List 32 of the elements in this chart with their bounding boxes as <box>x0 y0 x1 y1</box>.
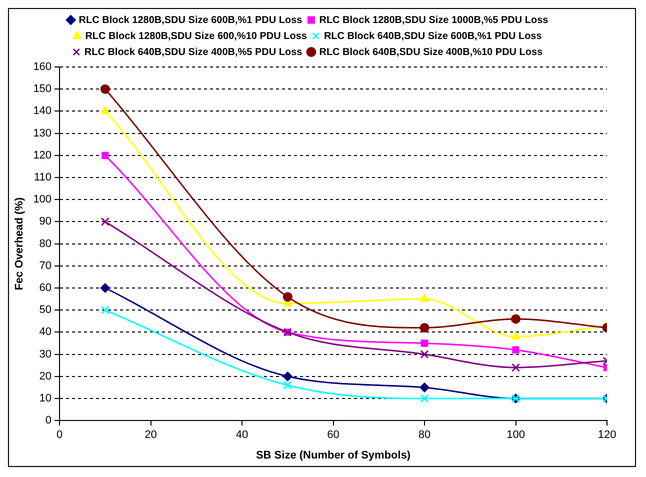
y-tick-label: 50 <box>39 304 52 316</box>
y-tick-label: 60 <box>39 282 52 294</box>
y-tick-label: 20 <box>39 370 52 382</box>
y-tick-label: 150 <box>33 83 52 96</box>
y-tick-label: 70 <box>39 260 52 272</box>
legend-label: RLC Block 1280B,SDU Size 1000B,%5 PDU Loss <box>319 14 549 26</box>
y-tick-label: 120 <box>33 149 52 162</box>
y-tick-label: 10 <box>39 392 52 405</box>
y-tick-label: 40 <box>39 326 52 338</box>
x-tick-label: 40 <box>236 429 248 442</box>
y-tick-label: 30 <box>39 348 52 360</box>
legend-label: RLC Block 1280B,SDU Size 600,%10 PDU Loss <box>85 30 308 42</box>
y-tick-label: 110 <box>34 172 52 184</box>
x-tick-label: 0 <box>56 429 63 442</box>
legend-label: RLC Block 640B,SDU Size 400B,%5 PDU Loss <box>84 46 303 58</box>
y-axis-title: Fec Overhead (%) <box>14 197 26 290</box>
x-tick-label: 120 <box>598 429 616 442</box>
legend-label: RLC Block 640B,SDU Size 400B,%10 PDU Loss <box>319 46 544 58</box>
x-tick-label: 60 <box>327 429 340 442</box>
legend-label: RLC Block 640B,SDU Size 600B,%1 PDU Loss <box>324 30 542 42</box>
y-tick-label: 0 <box>45 414 52 427</box>
y-tick-label: 80 <box>39 238 52 250</box>
x-tick-label: 100 <box>506 429 525 442</box>
y-tick-label: 160 <box>33 61 52 74</box>
y-tick-label: 130 <box>33 127 52 140</box>
x-tick-label: 80 <box>418 429 431 442</box>
x-tick-label: 20 <box>144 429 157 442</box>
y-tick-label: 100 <box>33 194 52 206</box>
y-tick-label: 140 <box>33 105 52 118</box>
x-axis-title: SB Size (Number of Symbols) <box>256 449 411 462</box>
y-tick-label: 90 <box>39 216 52 228</box>
legend-label: RLC Block 1280B,SDU Size 600B,%1 PDU Loss <box>78 14 303 26</box>
